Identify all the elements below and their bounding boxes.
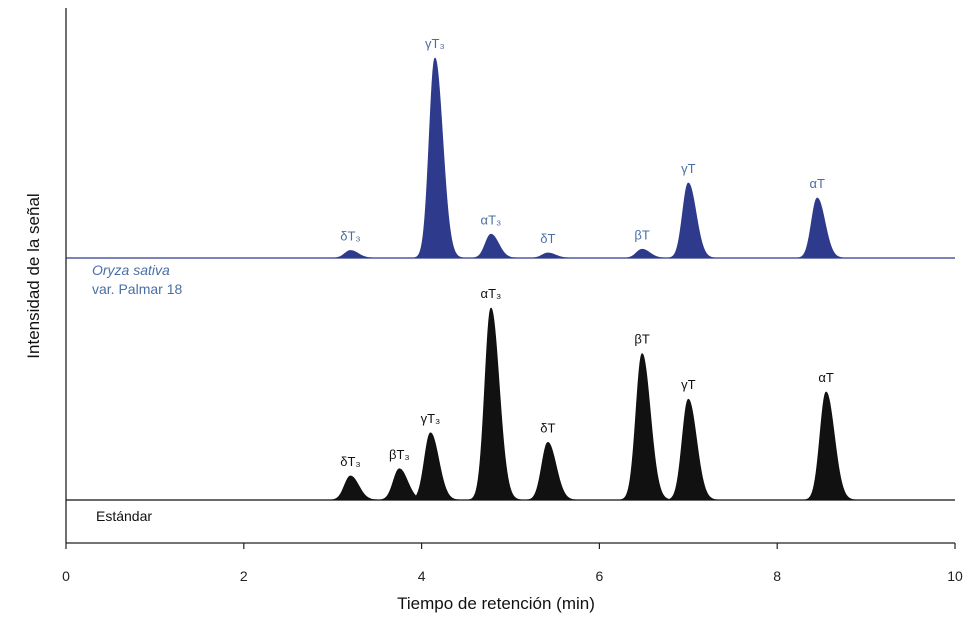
peak — [519, 442, 581, 501]
traces: δT₃ γT₃ αT₃ δT βT γT αT Oryza sativa var. Palmar… — [66, 36, 955, 524]
peak-label: δT — [540, 420, 555, 435]
trace-label: Estándar — [96, 508, 152, 524]
peak-label: βT₃ — [389, 447, 410, 462]
peak — [659, 398, 722, 501]
peak-label: δT₃ — [340, 229, 360, 244]
peak — [462, 307, 524, 501]
peak — [615, 248, 673, 259]
peak — [521, 252, 579, 259]
trace-label: var. Palmar 18 — [92, 281, 182, 297]
peak — [661, 182, 719, 259]
peak-label: γT₃ — [421, 411, 441, 426]
peak — [408, 57, 466, 259]
y-axis-title: Intensidad de la señal — [24, 193, 43, 358]
peak-label: αT — [818, 370, 834, 385]
peak-label: βT — [634, 227, 649, 242]
peak — [613, 353, 675, 501]
peak-label: δT — [540, 231, 555, 246]
peak — [402, 432, 464, 501]
peak — [797, 391, 859, 501]
peak-label: αT₃ — [481, 212, 502, 227]
x-tick-label: 10 — [947, 568, 963, 584]
peak — [322, 475, 384, 501]
peak — [790, 197, 848, 259]
x-axis-title: Tiempo de retención (min) — [397, 594, 595, 613]
peak — [323, 250, 382, 259]
peak-label: αT₃ — [481, 286, 502, 301]
peak-label: γT — [681, 161, 696, 176]
peak-label: γT — [681, 377, 696, 392]
peak-label: βT — [634, 332, 649, 347]
x-tick-label: 0 — [62, 568, 70, 584]
peak-label: γT₃ — [425, 36, 445, 51]
x-tick-label: 4 — [418, 568, 426, 584]
peak-label: δT₃ — [340, 454, 360, 469]
x-tick-label: 2 — [240, 568, 248, 584]
peak-label: αT — [809, 176, 825, 191]
x-tick-label: 8 — [773, 568, 781, 584]
x-tick-label: 6 — [596, 568, 604, 584]
trace-label: Oryza sativa — [92, 262, 170, 278]
trace-sample: δT₃ γT₃ αT₃ δT βT γT αT Oryza sativa var. Palmar… — [66, 36, 955, 297]
peak — [464, 233, 522, 259]
x-axis-ticks: 0 2 4 6 8 10 — [62, 543, 963, 584]
trace-standard: δT₃ βT₃ γT₃ αT₃ δT βT γT αT Estándar — [66, 286, 955, 524]
